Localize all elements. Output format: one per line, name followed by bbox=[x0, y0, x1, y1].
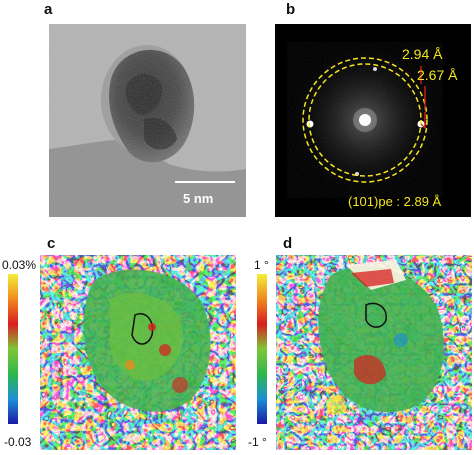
colorbar-d-max: 1 ° bbox=[254, 258, 269, 272]
rotation-map bbox=[276, 255, 472, 450]
colorbar-c-max: 0.03% bbox=[2, 258, 37, 272]
panel-label-b: b bbox=[286, 1, 296, 18]
outer-ring bbox=[302, 57, 428, 183]
inner-ring bbox=[308, 63, 422, 177]
panel-label-d: d bbox=[283, 235, 293, 252]
colorbar-d bbox=[257, 274, 267, 424]
panel-label-c: c bbox=[47, 235, 56, 252]
strain-map bbox=[40, 255, 236, 450]
colorbar-c bbox=[8, 274, 18, 424]
marker-arrow bbox=[420, 123, 426, 129]
plane-label: (101)pe : 2.89 Å bbox=[348, 194, 442, 209]
tem-image: 5 nm bbox=[49, 24, 246, 217]
scale-bar-label: 5 nm bbox=[183, 191, 214, 206]
colorbar-d-min: -1 ° bbox=[248, 435, 267, 449]
fft-pattern: 2.94 Å 2.67 Å (101)pe : 2.89 Å bbox=[275, 24, 471, 217]
ring-outer-label: 2.94 Å bbox=[402, 46, 443, 62]
colorbar-c-min: -0.03 bbox=[4, 435, 32, 449]
panel-label-a: a bbox=[44, 1, 53, 18]
ring-inner-label: 2.67 Å bbox=[417, 67, 458, 83]
